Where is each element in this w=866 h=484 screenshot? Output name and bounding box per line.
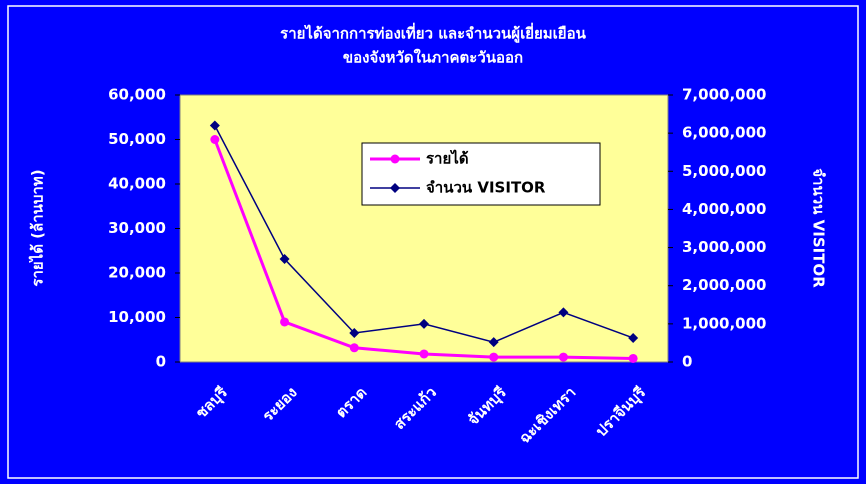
legend: รายได้จำนวน VISITOR xyxy=(361,142,601,206)
plot-area xyxy=(179,94,669,363)
point xyxy=(488,337,499,348)
point xyxy=(280,317,290,327)
y2-tick-label: 6,000,000 xyxy=(682,124,766,142)
y2-axis-label: จำนวน VISITOR xyxy=(810,168,828,288)
frame xyxy=(7,5,859,479)
legend-marker xyxy=(390,154,400,164)
legend-box xyxy=(361,142,601,206)
point xyxy=(209,120,220,131)
point xyxy=(489,352,499,362)
point xyxy=(349,328,360,339)
point xyxy=(558,352,568,362)
y-axis-label: รายได้ (ล้านบาท) xyxy=(28,169,47,286)
legend-label: จำนวน VISITOR xyxy=(426,179,546,197)
point xyxy=(210,135,220,144)
legend-label: รายได้ xyxy=(426,149,469,168)
point xyxy=(419,318,429,329)
legend-marker xyxy=(390,183,400,193)
y-tick-label: 40,000 xyxy=(108,175,166,193)
y2-tick-label: 4,000,000 xyxy=(682,200,766,218)
y-tick-label: 30,000 xyxy=(108,219,166,237)
point xyxy=(628,332,639,343)
point xyxy=(628,353,638,363)
y2-tick-label: 5,000,000 xyxy=(682,162,766,180)
chart-title: รายได้จากการท่องเที่ยว และจำนวนผู้เยี่ยม… xyxy=(280,23,586,44)
y2-tick-label: 3,000,000 xyxy=(682,238,766,256)
y-tick-label: 50,000 xyxy=(108,130,166,148)
chart-title: ของจังหวัดในภาคตะวันออก xyxy=(343,49,523,67)
point xyxy=(349,343,359,353)
point xyxy=(279,254,290,265)
y2-tick-label: 2,000,000 xyxy=(682,276,766,294)
y-tick-label: 20,000 xyxy=(108,264,166,282)
point xyxy=(558,307,569,318)
y-tick-label: 0 xyxy=(156,353,166,371)
y2-tick-label: 7,000,000 xyxy=(682,86,766,104)
point xyxy=(419,349,429,359)
y2-tick-label: 1,000,000 xyxy=(682,314,766,332)
y-tick-label: 10,000 xyxy=(108,308,166,326)
y-tick-label: 60,000 xyxy=(108,86,166,104)
y2-tick-label: 0 xyxy=(682,353,692,371)
